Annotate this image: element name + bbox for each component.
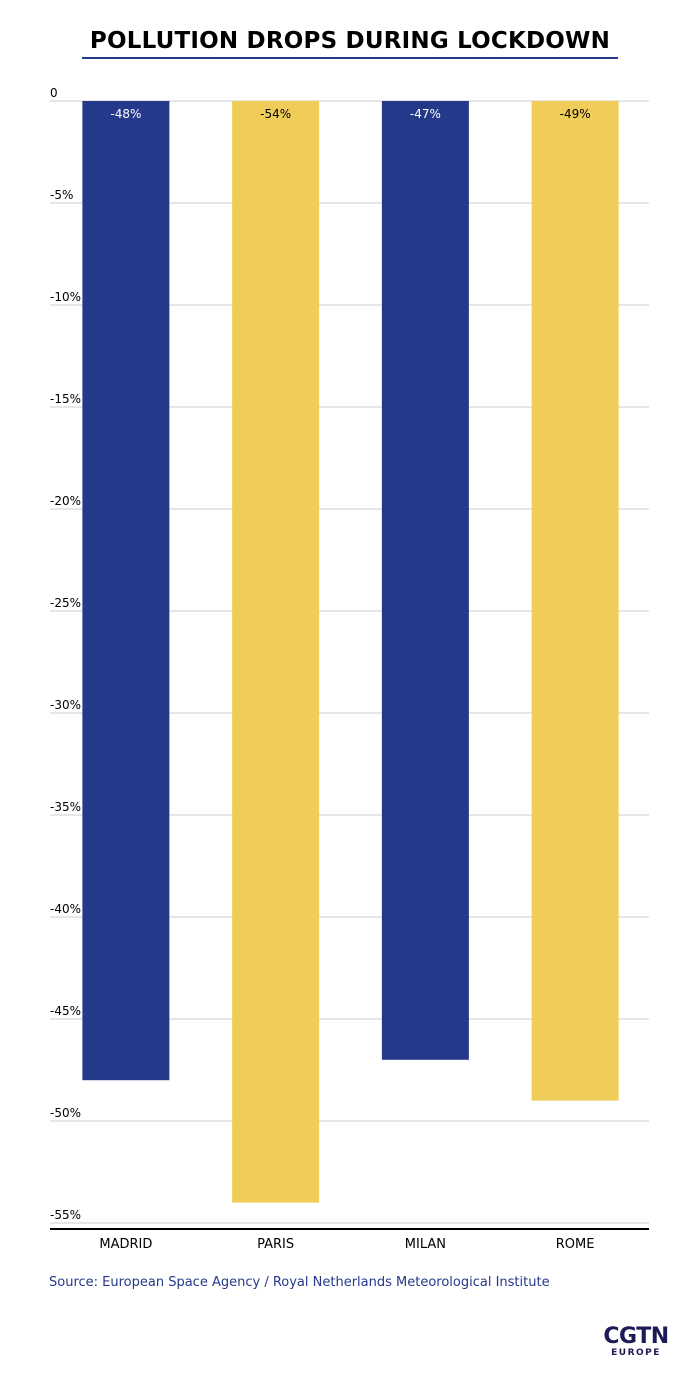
y-tick-label: 0 <box>50 86 58 100</box>
cgtn-europe-logo: CGTN EUROPE <box>598 1324 674 1359</box>
logo-main-text: CGTN <box>603 1324 669 1349</box>
y-tick-label: -15% <box>50 392 81 406</box>
bar <box>82 101 170 1081</box>
y-tick-label: -55% <box>50 1208 81 1222</box>
y-tick-label: -20% <box>50 494 81 508</box>
y-tick-label: -35% <box>50 800 81 814</box>
bar <box>531 101 619 1101</box>
y-tick-label: -45% <box>50 1004 81 1018</box>
y-tick-label: -40% <box>50 902 81 916</box>
y-tick-label: -25% <box>50 596 81 610</box>
logo-sub-text: EUROPE <box>611 1348 661 1358</box>
bar <box>232 101 320 1203</box>
x-tick-label: MILAN <box>405 1237 446 1252</box>
source-note: Source: European Space Agency / Royal Ne… <box>49 1275 550 1290</box>
y-tick-label: -10% <box>50 290 81 304</box>
data-label: -47% <box>410 107 441 121</box>
x-tick-label: MADRID <box>99 1237 152 1252</box>
x-tick-label: PARIS <box>257 1237 294 1252</box>
data-label: -49% <box>560 107 591 121</box>
title-underline <box>82 57 618 59</box>
bar <box>381 101 469 1060</box>
data-label: -54% <box>260 107 291 121</box>
y-tick-label: -30% <box>50 698 81 712</box>
data-label: -48% <box>110 107 141 121</box>
y-tick-label: -5% <box>50 188 73 202</box>
x-tick-label: ROME <box>556 1237 595 1252</box>
chart-title: POLLUTION DROPS DURING LOCKDOWN <box>89 28 611 54</box>
y-tick-label: -50% <box>50 1106 81 1120</box>
